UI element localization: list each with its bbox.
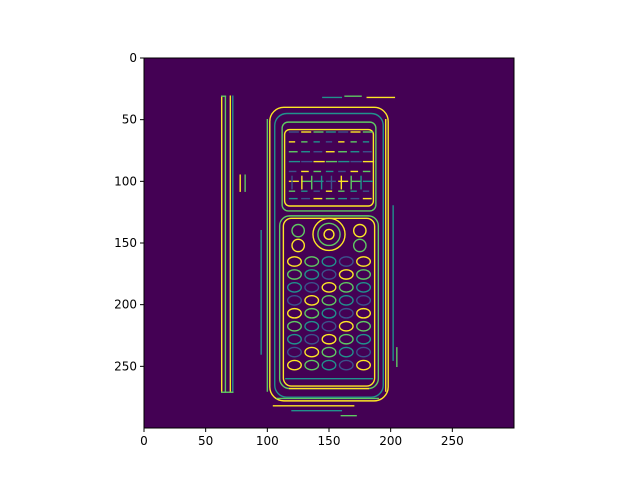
edge-key xyxy=(338,256,354,267)
edge-key xyxy=(321,282,337,293)
edge-outline xyxy=(269,106,389,402)
edge-key xyxy=(356,333,372,345)
x-tick-label: 100 xyxy=(256,434,279,448)
edge-circle xyxy=(323,228,335,241)
edge-image-background xyxy=(144,58,514,428)
edge-key xyxy=(321,346,337,358)
edge-key xyxy=(338,307,354,319)
edge-key xyxy=(321,294,337,306)
y-tick-label: 100 xyxy=(114,174,137,188)
edge-key xyxy=(304,269,320,280)
y-tick-label: 250 xyxy=(114,359,137,373)
edge-circle xyxy=(317,222,341,247)
edge-key xyxy=(286,359,302,371)
edge-key xyxy=(286,307,302,319)
edge-key xyxy=(286,256,302,267)
edge-key xyxy=(286,294,302,306)
edge-key xyxy=(304,346,320,358)
edge-key xyxy=(304,320,320,332)
x-tick-label: 0 xyxy=(140,434,148,448)
edge-key xyxy=(286,269,302,280)
edge-key xyxy=(356,269,372,280)
y-tick-label: 0 xyxy=(129,51,137,65)
edge-key xyxy=(356,320,372,332)
edge-key xyxy=(321,269,337,280)
edge-circle xyxy=(352,238,367,253)
edge-key xyxy=(321,256,337,267)
edge-key xyxy=(304,359,320,371)
edge-circle xyxy=(352,223,367,238)
x-tick-label: 150 xyxy=(318,434,341,448)
y-axis-ticks: 0 50 100 150 200 250 xyxy=(114,51,144,373)
edge-circle xyxy=(312,217,346,252)
edge-key xyxy=(356,307,372,319)
edge-key xyxy=(338,346,354,358)
edge-outline xyxy=(281,121,377,212)
edge-circle xyxy=(291,238,306,253)
edge-key xyxy=(338,282,354,293)
x-tick-label: 50 xyxy=(198,434,213,448)
edge-key xyxy=(356,346,372,358)
edge-outline xyxy=(274,112,384,398)
edge-key xyxy=(338,269,354,280)
edge-key xyxy=(356,256,372,267)
x-tick-label: 250 xyxy=(441,434,464,448)
edge-key xyxy=(286,320,302,332)
edge-key xyxy=(338,294,354,306)
x-axis-ticks: 0 50 100 150 200 250 xyxy=(140,428,464,448)
y-tick-label: 150 xyxy=(114,236,137,250)
edge-key xyxy=(286,346,302,358)
edge-circle xyxy=(291,223,306,238)
y-tick-label: 50 xyxy=(122,113,137,127)
edge-key xyxy=(356,359,372,371)
edge-key xyxy=(338,359,354,371)
edge-key xyxy=(321,320,337,332)
edge-key xyxy=(356,282,372,293)
edge-key xyxy=(338,320,354,332)
edge-outline xyxy=(283,128,375,207)
edge-key xyxy=(286,333,302,345)
edge-key xyxy=(304,307,320,319)
edge-key xyxy=(304,333,320,345)
plot-area xyxy=(143,57,515,429)
edge-key xyxy=(304,294,320,306)
edge-map xyxy=(220,95,398,417)
edge-key xyxy=(304,282,320,293)
x-tick-label: 200 xyxy=(379,434,402,448)
edge-key xyxy=(321,307,337,319)
y-tick-label: 200 xyxy=(114,298,137,312)
edge-key xyxy=(304,256,320,267)
edge-key xyxy=(286,282,302,293)
edge-key xyxy=(356,294,372,306)
edge-key xyxy=(321,359,337,371)
edge-key xyxy=(321,333,337,345)
edge-key xyxy=(338,333,354,345)
